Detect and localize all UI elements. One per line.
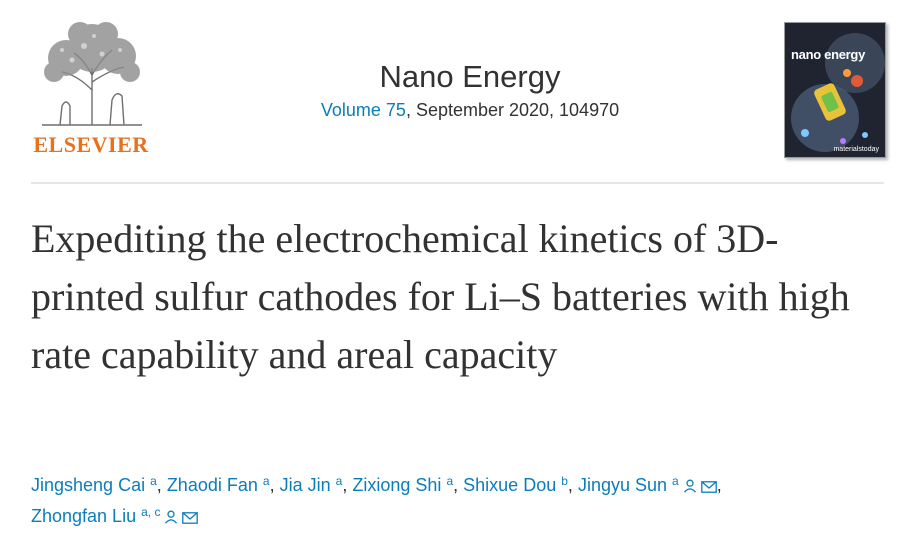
affiliation-ref[interactable]: a, c — [141, 505, 161, 519]
email-icon[interactable] — [700, 481, 717, 493]
issue-details: , September 2020, 104970 — [405, 100, 620, 120]
affiliation-ref[interactable]: a — [262, 474, 270, 488]
author-item: Zhongfan Liu a, c — [31, 505, 199, 526]
cover-footer: materialstoday — [833, 146, 879, 153]
elsevier-wordmark: ELSEVIER — [33, 132, 149, 157]
person-icon[interactable] — [164, 510, 178, 524]
author-separator: , — [716, 475, 722, 495]
author-separator: , — [453, 475, 459, 495]
affiliation-ref[interactable]: a — [672, 474, 679, 488]
author-item: Jia Jin a, — [280, 475, 348, 495]
author-item: Zhaodi Fan a, — [167, 475, 275, 495]
author-separator: , — [156, 475, 162, 495]
author-item: Zixiong Shi a, — [352, 475, 458, 495]
journal-info: Nano Energy Volume 75, September 2020, 1… — [260, 58, 680, 121]
email-icon[interactable] — [182, 512, 199, 524]
cover-artwork — [785, 23, 885, 157]
author-list: Jingsheng Cai a, Zhaodi Fan a, Jia Jin a… — [31, 470, 881, 532]
affiliation-ref[interactable]: a — [150, 474, 157, 488]
journal-cover-thumbnail[interactable]: nano energy materialstoday — [784, 22, 886, 158]
volume-link[interactable]: Volume 75 — [320, 100, 406, 120]
author-item: Shixue Dou b, — [463, 475, 573, 495]
person-icon[interactable] — [683, 479, 697, 493]
affiliation-ref[interactable]: a — [335, 474, 343, 488]
author-name[interactable]: Shixue Dou — [463, 475, 557, 495]
affiliation-ref[interactable]: a — [446, 474, 454, 488]
affiliation-ref[interactable]: b — [561, 474, 568, 488]
author-name[interactable]: Jingyu Sun — [577, 475, 668, 495]
author-item: Jingyu Sun a, — [578, 475, 722, 495]
article-header: ELSEVIER Nano Energy Volume 75, Septembe… — [0, 0, 905, 180]
journal-title[interactable]: Nano Energy — [379, 59, 561, 94]
author-name[interactable]: Zhaodi Fan — [166, 475, 258, 495]
author-name[interactable]: Jingsheng Cai — [31, 475, 146, 495]
author-separator: , — [567, 475, 573, 495]
article-title: Expediting the electrochemical kinetics … — [31, 216, 850, 377]
author-separator: , — [269, 475, 275, 495]
elsevier-tree-icon — [42, 22, 142, 126]
author-name[interactable]: Zixiong Shi — [352, 475, 442, 495]
author-separator: , — [342, 475, 348, 495]
header-divider — [31, 182, 884, 184]
elsevier-logo[interactable]: ELSEVIER — [28, 20, 154, 160]
author-name[interactable]: Zhongfan Liu — [31, 506, 137, 526]
author-item: Jingsheng Cai a, — [31, 475, 162, 495]
journal-issue: Volume 75, September 2020, 104970 — [260, 100, 680, 121]
author-name[interactable]: Jia Jin — [279, 475, 331, 495]
cover-title: nano energy — [791, 47, 865, 62]
